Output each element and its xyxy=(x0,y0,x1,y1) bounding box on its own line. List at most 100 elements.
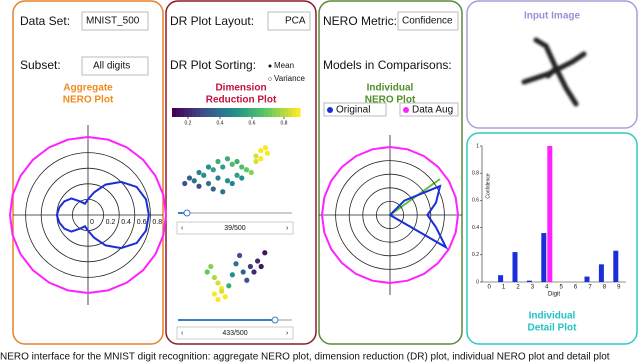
dr-point[interactable] xyxy=(239,164,245,170)
stepper-next[interactable]: › xyxy=(286,225,289,232)
colorbar-cell xyxy=(236,108,241,117)
r-tick-label: 0.8 xyxy=(152,219,162,226)
stepper[interactable] xyxy=(176,326,294,340)
dr-point[interactable] xyxy=(205,164,212,170)
dropdown[interactable] xyxy=(81,11,149,31)
dr-point[interactable] xyxy=(258,263,264,270)
dr-point[interactable] xyxy=(233,261,239,267)
stepper-prev[interactable]: ‹ xyxy=(181,225,184,232)
colorbar-cell xyxy=(196,108,201,117)
colorbar-cell xyxy=(288,108,293,117)
dr-point[interactable] xyxy=(182,180,188,187)
dr-point[interactable] xyxy=(186,175,193,181)
dr-point[interactable] xyxy=(215,296,221,303)
x-tick-label: 0 xyxy=(488,285,492,291)
dropdown-value[interactable]: Confidence xyxy=(402,16,453,27)
dropdown[interactable] xyxy=(399,102,459,117)
stepper-prev[interactable]: ‹ xyxy=(181,330,184,337)
radio[interactable] xyxy=(268,77,272,81)
dr-point[interactable] xyxy=(243,167,250,173)
dr-point[interactable] xyxy=(208,263,214,270)
panel-title: NERO Plot xyxy=(365,95,416,106)
polar-line xyxy=(320,145,460,285)
dr-point[interactable] xyxy=(215,175,221,181)
dr-point[interactable] xyxy=(220,164,226,170)
dr-point[interactable] xyxy=(204,269,210,275)
dr-point[interactable] xyxy=(258,147,264,154)
dr-point[interactable] xyxy=(211,274,217,281)
slider-thumb[interactable] xyxy=(183,209,191,217)
dropdown[interactable] xyxy=(267,11,311,31)
dr-point[interactable] xyxy=(210,186,216,192)
dr-point[interactable] xyxy=(210,167,216,173)
dr-point[interactable] xyxy=(220,189,226,195)
dr-point[interactable] xyxy=(191,178,197,184)
dr-point[interactable] xyxy=(258,156,264,162)
dr-point[interactable] xyxy=(248,169,254,176)
x-tick-label: 1 xyxy=(502,285,506,291)
colorbar-cell xyxy=(216,108,221,117)
panel xyxy=(165,0,317,345)
panel xyxy=(12,0,164,345)
colorbar-cell xyxy=(220,108,225,117)
dropdown-value[interactable]: MNIST_500 xyxy=(86,16,140,27)
dr-point[interactable] xyxy=(229,180,235,187)
colorbar-cell xyxy=(212,108,217,117)
dr-point[interactable] xyxy=(253,153,259,159)
r-tick-label: 0 xyxy=(90,219,94,226)
dr-point[interactable] xyxy=(211,291,217,297)
colorbar-cell xyxy=(192,108,197,117)
dr-point[interactable] xyxy=(255,258,261,264)
dr-point[interactable] xyxy=(196,183,202,189)
dr-point[interactable] xyxy=(215,280,221,286)
colorbar-cell xyxy=(268,108,273,117)
dr-point[interactable] xyxy=(226,283,232,289)
colorbar-cell xyxy=(292,108,297,117)
colorbar-cell xyxy=(240,108,245,117)
dr-point[interactable] xyxy=(234,158,240,165)
colorbar-cell xyxy=(256,108,261,117)
dr-point[interactable] xyxy=(222,294,228,300)
grid-circle xyxy=(348,173,432,257)
dropdown[interactable] xyxy=(323,102,387,117)
dr-point[interactable] xyxy=(215,158,221,165)
dr-point[interactable] xyxy=(234,172,240,178)
stepper-next[interactable]: › xyxy=(286,330,289,337)
r-tick-label: 0.4 xyxy=(121,219,131,226)
dr-point[interactable] xyxy=(229,161,235,167)
grid-circle xyxy=(362,187,418,243)
x-tick-label: 9 xyxy=(617,285,621,291)
radio-label[interactable]: Mean xyxy=(274,61,294,70)
dropdown-value[interactable]: PCA xyxy=(285,16,306,27)
dr-point[interactable] xyxy=(262,250,268,256)
slider-thumb[interactable] xyxy=(271,316,279,324)
grid-circle xyxy=(25,152,151,278)
dr-point[interactable] xyxy=(247,263,253,270)
radio[interactable] xyxy=(268,64,272,68)
label: Models in Comparisons: xyxy=(323,58,452,72)
dropdown-value[interactable]: All digits xyxy=(93,61,130,72)
dr-point[interactable] xyxy=(262,145,269,151)
colorbar-cell xyxy=(252,108,257,117)
dr-point[interactable] xyxy=(224,178,231,184)
colorbar-cell xyxy=(208,108,213,117)
radio-label[interactable]: Variance xyxy=(274,74,306,83)
stepper[interactable] xyxy=(176,221,294,235)
dr-point[interactable] xyxy=(251,269,257,275)
y-tick-label: 0 xyxy=(476,279,479,285)
dr-point[interactable] xyxy=(205,180,212,187)
dr-point[interactable] xyxy=(219,288,225,294)
dr-point[interactable] xyxy=(237,252,243,259)
dr-point[interactable] xyxy=(224,156,231,162)
dr-point[interactable] xyxy=(239,175,245,181)
dr-point[interactable] xyxy=(253,158,259,165)
dr-point[interactable] xyxy=(229,272,235,278)
dropdown[interactable] xyxy=(397,11,459,31)
dr-point[interactable] xyxy=(244,277,250,283)
dropdown[interactable] xyxy=(81,56,149,76)
dr-point[interactable] xyxy=(201,172,207,178)
dr-point[interactable] xyxy=(264,150,270,156)
caption: NERO interface for the MNIST digit recog… xyxy=(0,352,610,362)
dr-point[interactable] xyxy=(240,269,246,275)
dr-point[interactable] xyxy=(196,169,202,176)
